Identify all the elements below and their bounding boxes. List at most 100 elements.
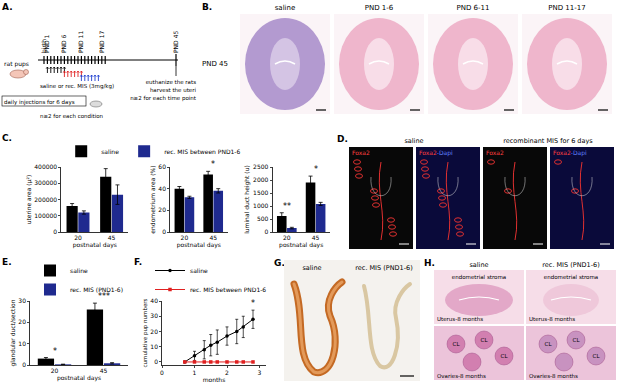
- svg-text:postnatal days: postnatal days: [279, 241, 323, 249]
- svg-text:Foxa2-Dapi: Foxa2-Dapi: [419, 149, 453, 157]
- svg-text:1000: 1000: [253, 202, 268, 209]
- svg-text:months: months: [203, 376, 226, 383]
- svg-text:Ovaries-8 months: Ovaries-8 months: [437, 373, 486, 379]
- svg-text:H.: H.: [424, 258, 435, 268]
- svg-text:cumulative pup numbers: cumulative pup numbers: [142, 298, 149, 367]
- svg-text:n≥2 for each time point: n≥2 for each time point: [130, 95, 197, 102]
- svg-text:CL: CL: [453, 341, 461, 347]
- svg-text:rec. MIS (PND1-6): rec. MIS (PND1-6): [70, 286, 123, 293]
- svg-text:Foxa2: Foxa2: [486, 149, 504, 156]
- svg-text:euthanize the rats: euthanize the rats: [146, 79, 196, 85]
- svg-text:CL: CL: [573, 337, 581, 343]
- svg-text:PND 17: PND 17: [98, 31, 105, 53]
- svg-text:rec. MIS (PND1-6): rec. MIS (PND1-6): [355, 264, 412, 272]
- svg-text:300000: 300000: [34, 179, 57, 186]
- svg-text:PND 1-6: PND 1-6: [365, 4, 394, 12]
- svg-text:0: 0: [154, 358, 158, 365]
- svg-text:45: 45: [312, 234, 320, 241]
- svg-text:30: 30: [150, 312, 158, 319]
- svg-text:endometrial stroma: endometrial stroma: [544, 274, 598, 280]
- svg-text:40: 40: [150, 297, 158, 304]
- svg-text:Foxa2: Foxa2: [352, 149, 370, 156]
- svg-text:0: 0: [265, 228, 269, 235]
- svg-text:CL: CL: [545, 341, 553, 347]
- svg-text:*: *: [211, 160, 215, 169]
- svg-text:rec. MIS (PND1-6): rec. MIS (PND1-6): [542, 261, 599, 269]
- svg-text:0: 0: [22, 361, 26, 368]
- svg-text:0: 0: [162, 228, 166, 235]
- svg-text:postnatal days: postnatal days: [57, 374, 101, 382]
- svg-text:***: ***: [98, 292, 110, 301]
- svg-text:40: 40: [158, 185, 166, 192]
- svg-text:Uterus-8 months: Uterus-8 months: [529, 316, 575, 322]
- svg-text:PND 6: PND 6: [60, 34, 67, 53]
- svg-text:3: 3: [258, 369, 262, 376]
- svg-text:200000: 200000: [34, 196, 57, 203]
- svg-text:saline: saline: [302, 264, 321, 272]
- svg-text:saline: saline: [190, 267, 208, 274]
- svg-text:rec. MIS between PND1-6: rec. MIS between PND1-6: [164, 148, 240, 155]
- svg-text:30: 30: [18, 297, 26, 304]
- svg-text:CL: CL: [481, 337, 489, 343]
- svg-text:60: 60: [158, 163, 166, 170]
- svg-text:10: 10: [150, 343, 158, 350]
- svg-text:G.: G.: [274, 258, 285, 268]
- svg-text:endometrium area (%): endometrium area (%): [149, 165, 156, 233]
- svg-text:20: 20: [283, 234, 291, 241]
- svg-text:0: 0: [53, 228, 57, 235]
- svg-text:luminal duct height (u): luminal duct height (u): [243, 165, 251, 234]
- svg-text:PND 45: PND 45: [172, 31, 179, 53]
- svg-text:20: 20: [181, 234, 189, 241]
- svg-text:0: 0: [160, 369, 164, 376]
- svg-text:*: *: [251, 299, 255, 308]
- svg-text:Uterus-8 months: Uterus-8 months: [437, 316, 483, 322]
- svg-text:glandular duct/section: glandular duct/section: [9, 299, 17, 366]
- svg-text:saline: saline: [469, 261, 488, 269]
- svg-text:*: *: [53, 347, 57, 356]
- svg-text:B.: B.: [202, 2, 212, 12]
- svg-text:500: 500: [257, 215, 269, 222]
- svg-text:A.: A.: [2, 2, 13, 12]
- svg-text:n≥2 for each condition: n≥2 for each condition: [40, 113, 104, 119]
- svg-text:20: 20: [158, 206, 166, 213]
- svg-text:saline: saline: [404, 137, 423, 145]
- svg-text:daily injections for 6 days: daily injections for 6 days: [4, 99, 75, 106]
- svg-text:postnatal days: postnatal days: [177, 241, 221, 249]
- svg-text:45: 45: [108, 234, 116, 241]
- svg-text:PND 11-17: PND 11-17: [548, 4, 585, 12]
- svg-text:20: 20: [150, 328, 158, 335]
- svg-text:recombinant MIS for 6 days: recombinant MIS for 6 days: [503, 137, 593, 145]
- svg-text:10: 10: [18, 340, 26, 347]
- svg-text:20: 20: [74, 234, 82, 241]
- svg-text:**: **: [283, 202, 291, 211]
- svg-text:45: 45: [209, 234, 217, 241]
- svg-text:20: 20: [18, 318, 26, 325]
- svg-text:45: 45: [100, 367, 108, 374]
- svg-text:saline: saline: [275, 4, 296, 12]
- svg-text:saline: saline: [101, 148, 119, 155]
- svg-text:2: 2: [225, 369, 229, 376]
- svg-text:2500: 2500: [253, 163, 268, 170]
- svg-text:harvest the uteri: harvest the uteri: [150, 87, 197, 93]
- svg-text:endometrial stroma: endometrial stroma: [452, 274, 506, 280]
- svg-text:PND 11: PND 11: [77, 31, 84, 53]
- svg-text:saline: saline: [70, 267, 88, 274]
- svg-text:100000: 100000: [34, 212, 57, 219]
- svg-text:*: *: [314, 165, 318, 174]
- svg-text:CL: CL: [593, 353, 601, 359]
- svg-text:PND 45: PND 45: [202, 60, 228, 68]
- svg-text:saline or rec. MIS (3mg/kg): saline or rec. MIS (3mg/kg): [40, 83, 114, 90]
- svg-text:Foxa2-Dapi: Foxa2-Dapi: [553, 149, 587, 157]
- svg-text:uterine area (µ²): uterine area (µ²): [25, 175, 33, 225]
- svg-text:PND 6-11: PND 6-11: [457, 4, 490, 12]
- svg-text:postnatal days: postnatal days: [73, 241, 117, 249]
- svg-text:2000: 2000: [253, 176, 268, 183]
- svg-text:Ovaries-8 months: Ovaries-8 months: [529, 373, 578, 379]
- svg-text:rec. MIS between PND1-6: rec. MIS between PND1-6: [190, 286, 266, 293]
- svg-text:1: 1: [193, 369, 197, 376]
- svg-text:D.: D.: [337, 134, 348, 144]
- svg-text:rat pups: rat pups: [4, 60, 29, 68]
- svg-text:20: 20: [51, 367, 59, 374]
- svg-text:400000: 400000: [34, 163, 57, 170]
- svg-text:PND 1: PND 1: [43, 34, 50, 53]
